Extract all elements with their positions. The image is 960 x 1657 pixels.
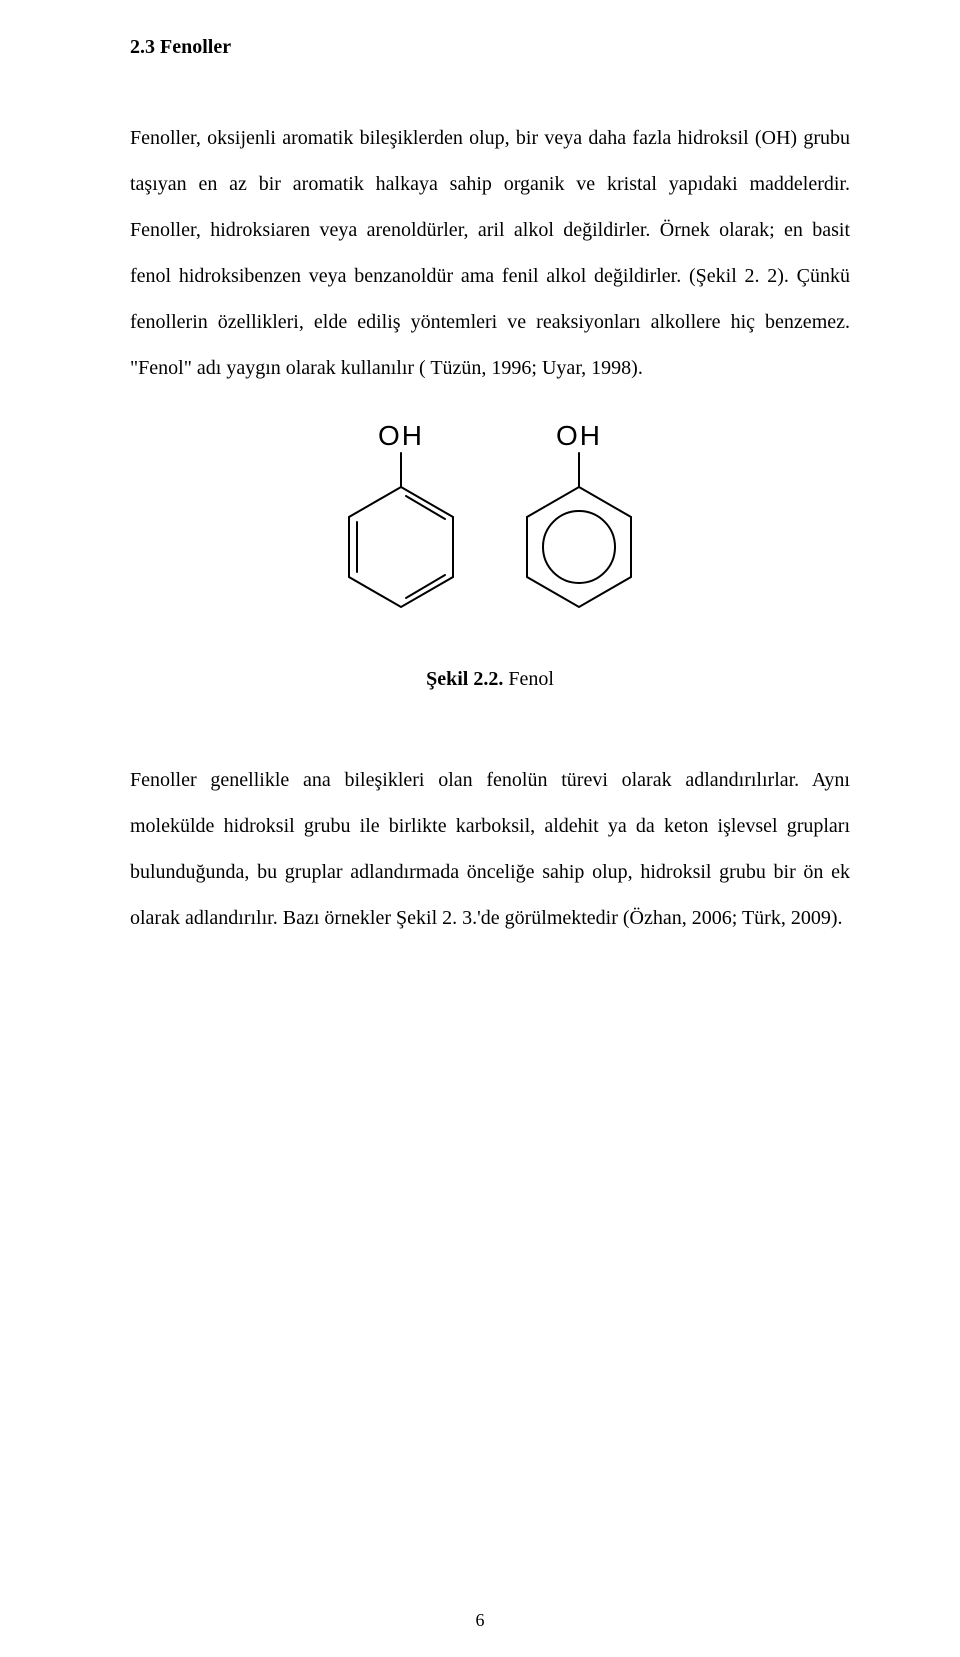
figure-caption: Şekil 2.2. Fenol (426, 668, 554, 691)
benzene-hexagon (349, 487, 453, 607)
figure-row: OH OH (331, 417, 649, 632)
aromatic-circle (543, 511, 615, 583)
double-bond-2 (406, 575, 445, 598)
phenol-kekule-icon: OH (331, 417, 471, 632)
phenol-circle-icon: OH (509, 417, 649, 632)
page-number: 6 (0, 1610, 960, 1631)
oh-label: OH (378, 420, 424, 451)
section-heading: 2.3 Fenoller (130, 36, 850, 59)
paragraph-1: Fenoller, oksijenli aromatik bileşiklerd… (130, 115, 850, 391)
double-bond-1 (406, 496, 445, 519)
caption-text: Fenol (503, 668, 554, 690)
oh-label: OH (556, 420, 602, 451)
figure-phenol: OH OH (130, 417, 850, 711)
page: 2.3 Fenoller Fenoller, oksijenli aromati… (0, 0, 960, 1657)
caption-label: Şekil 2.2. (426, 668, 503, 690)
paragraph-2: Fenoller genellikle ana bileşikleri olan… (130, 757, 850, 941)
